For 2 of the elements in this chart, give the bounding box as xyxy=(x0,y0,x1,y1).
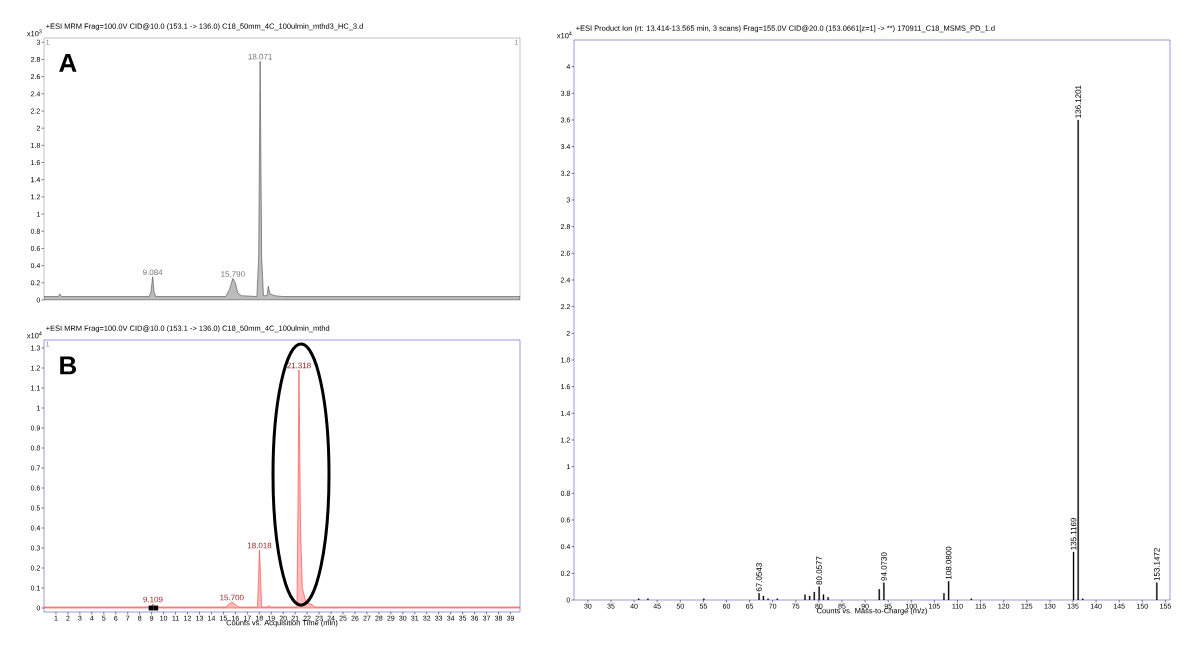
annotation: A xyxy=(59,53,77,72)
annotation: B xyxy=(60,356,77,375)
